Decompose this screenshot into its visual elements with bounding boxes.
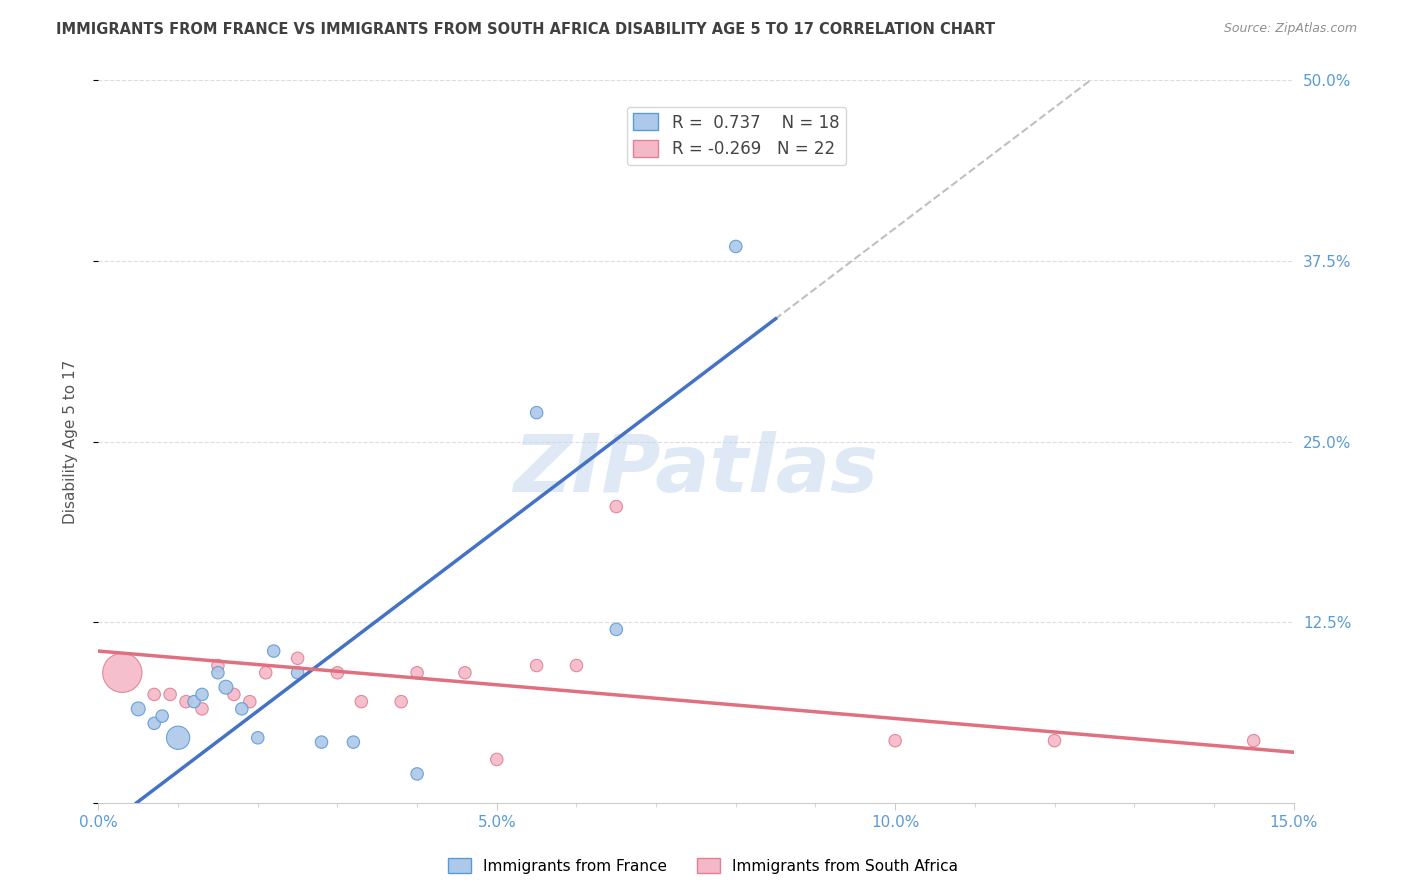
- Point: [231, 702, 253, 716]
- Point: [884, 733, 907, 747]
- Text: IMMIGRANTS FROM FRANCE VS IMMIGRANTS FROM SOUTH AFRICA DISABILITY AGE 5 TO 17 CO: IMMIGRANTS FROM FRANCE VS IMMIGRANTS FRO…: [56, 22, 995, 37]
- Point: [1243, 733, 1265, 747]
- Point: [389, 695, 412, 709]
- Point: [454, 665, 477, 680]
- Y-axis label: Disability Age 5 to 17: Disability Age 5 to 17: [63, 359, 77, 524]
- Point: [287, 665, 309, 680]
- Point: [526, 406, 548, 420]
- Point: [239, 695, 262, 709]
- Point: [326, 665, 349, 680]
- Text: Source: ZipAtlas.com: Source: ZipAtlas.com: [1223, 22, 1357, 36]
- Point: [406, 665, 429, 680]
- Point: [406, 767, 429, 781]
- Point: [222, 687, 245, 701]
- Point: [342, 735, 364, 749]
- Point: [485, 752, 508, 766]
- Point: [150, 709, 173, 723]
- Point: [215, 680, 238, 694]
- Point: [143, 716, 166, 731]
- Point: [207, 665, 229, 680]
- Point: [724, 239, 747, 253]
- Point: [127, 702, 149, 716]
- Legend: Immigrants from France, Immigrants from South Africa: Immigrants from France, Immigrants from …: [441, 852, 965, 880]
- Legend: R =  0.737    N = 18, R = -0.269   N = 22: R = 0.737 N = 18, R = -0.269 N = 22: [627, 107, 846, 165]
- Point: [311, 735, 333, 749]
- Point: [263, 644, 285, 658]
- Point: [526, 658, 548, 673]
- Text: ZIPatlas: ZIPatlas: [513, 432, 879, 509]
- Point: [207, 658, 229, 673]
- Point: [191, 702, 214, 716]
- Point: [246, 731, 269, 745]
- Point: [605, 623, 627, 637]
- Point: [191, 687, 214, 701]
- Point: [605, 500, 627, 514]
- Point: [159, 687, 181, 701]
- Point: [167, 731, 190, 745]
- Point: [254, 665, 277, 680]
- Point: [287, 651, 309, 665]
- Point: [143, 687, 166, 701]
- Point: [183, 695, 205, 709]
- Point: [174, 695, 197, 709]
- Point: [565, 658, 588, 673]
- Point: [1043, 733, 1066, 747]
- Point: [111, 665, 134, 680]
- Point: [350, 695, 373, 709]
